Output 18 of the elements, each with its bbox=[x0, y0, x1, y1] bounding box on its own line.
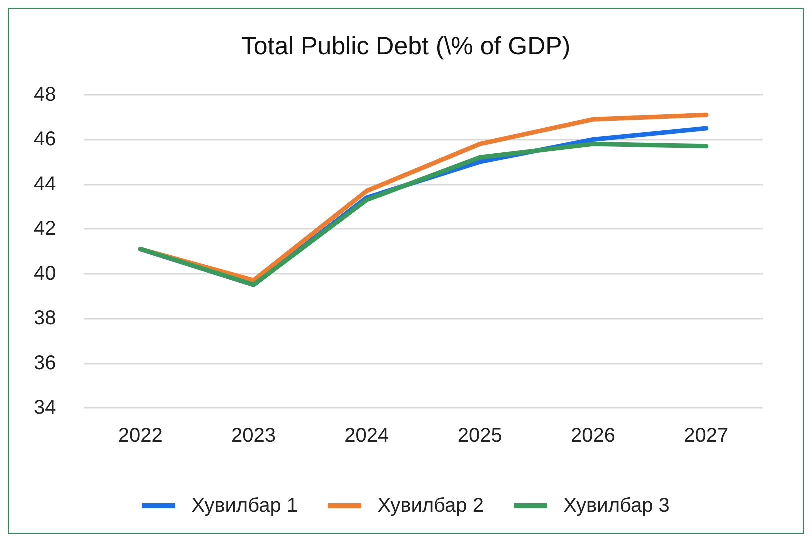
y-tick-label: 44 bbox=[34, 173, 56, 196]
legend-label: Хувилбар 1 bbox=[192, 495, 298, 517]
x-tick-label: 2027 bbox=[684, 425, 729, 447]
y-tick-label: 36 bbox=[34, 352, 56, 374]
chart-title: Total Public Debt (\% of GDP) bbox=[241, 32, 571, 60]
y-tick-label: 38 bbox=[34, 308, 56, 330]
x-tick-label: 2023 bbox=[232, 425, 276, 447]
y-tick-label: 46 bbox=[34, 128, 56, 151]
y-tick-label: 48 bbox=[34, 84, 56, 106]
x-tick-label: 2022 bbox=[118, 425, 163, 447]
y-tick-label: 42 bbox=[34, 218, 56, 240]
legend-label: Хувилбар 3 bbox=[564, 495, 670, 517]
legend-label: Хувилбар 2 bbox=[378, 495, 484, 517]
y-tick-label: 34 bbox=[34, 397, 56, 419]
y-tick-label: 40 bbox=[34, 262, 56, 285]
x-tick-label: 2025 bbox=[458, 425, 502, 447]
x-tick-label: 2024 bbox=[344, 425, 390, 447]
x-tick-label: 2026 bbox=[571, 425, 616, 447]
